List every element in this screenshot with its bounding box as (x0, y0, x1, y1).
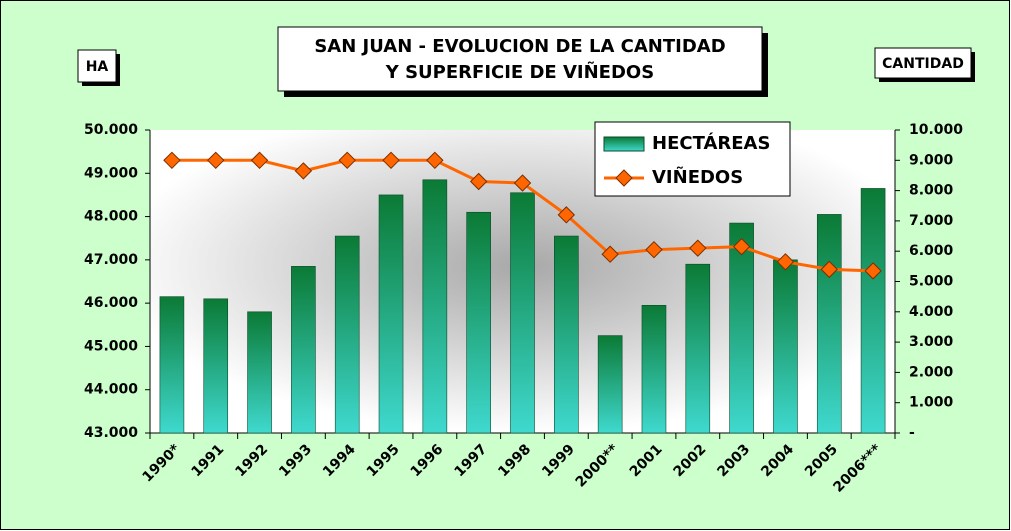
y-tick-label: 47.000 (84, 252, 138, 268)
bar (597, 335, 623, 434)
title-box (277, 26, 763, 92)
marker (513, 174, 532, 192)
bar (816, 214, 842, 434)
y-tick-label: 45.000 (84, 338, 138, 354)
y2-tick-label: 5.000 (909, 274, 954, 290)
bar (203, 298, 229, 434)
y2-tick-label: 6.000 (909, 243, 954, 259)
chart-title: SAN JUAN - EVOLUCION DE LA CANTIDAD (314, 36, 725, 57)
y-tick-label: 43.000 (84, 425, 138, 441)
y-axis-label: HA (86, 59, 109, 75)
bar (159, 296, 185, 434)
bar (378, 194, 404, 434)
marker (601, 245, 619, 263)
marker (557, 206, 576, 224)
y-tick-label: 48.000 (84, 209, 138, 225)
legend-swatch (603, 136, 645, 152)
y-tick-label: 50.000 (84, 122, 138, 138)
y-tick-label: 46.000 (84, 295, 138, 311)
bar (554, 235, 579, 434)
marker (382, 151, 400, 170)
marker (338, 151, 356, 170)
bar (860, 188, 886, 434)
marker (732, 237, 751, 256)
bar (466, 211, 491, 434)
marker (469, 172, 488, 191)
ylabel-box (77, 49, 117, 83)
marker (207, 151, 225, 170)
y2-tick-label: 10.000 (909, 122, 963, 138)
y2-tick-label: 8.000 (909, 183, 954, 199)
y2-tick-label: - (909, 425, 915, 441)
bar (510, 192, 535, 434)
legend-label: VIÑEDOS (652, 165, 743, 188)
marker (163, 151, 181, 170)
marker (820, 260, 838, 279)
bar (729, 222, 754, 434)
marker (645, 240, 663, 259)
marker (689, 239, 707, 257)
y2label-box (874, 47, 972, 79)
bar (685, 263, 711, 434)
y2-tick-label: 4.000 (909, 304, 954, 320)
y-tick-label: 49.000 (84, 165, 138, 181)
bar (773, 259, 798, 434)
marker (776, 253, 795, 271)
y-tick-label: 44.000 (84, 382, 138, 398)
legend-swatch (615, 169, 633, 187)
y2-tick-label: 7.000 (909, 213, 954, 229)
y2-tick-label: 1.000 (909, 395, 954, 411)
bar (291, 266, 316, 434)
bar (334, 235, 360, 434)
legend-label: HECTÁREAS (652, 132, 770, 154)
bar (641, 305, 667, 434)
y2-tick-label: 2.000 (909, 364, 954, 380)
y2-tick-label: 3.000 (909, 334, 954, 350)
marker (864, 262, 882, 280)
bar (247, 311, 272, 434)
y2-tick-label: 9.000 (909, 152, 954, 168)
legend (594, 121, 791, 197)
chart-title: Y SUPERFICIE DE VIÑEDOS (385, 60, 654, 83)
marker (250, 151, 269, 170)
marker (426, 151, 444, 170)
y2-axis-label: CANTIDAD (882, 56, 964, 72)
marker (294, 162, 313, 180)
bar (422, 179, 448, 434)
